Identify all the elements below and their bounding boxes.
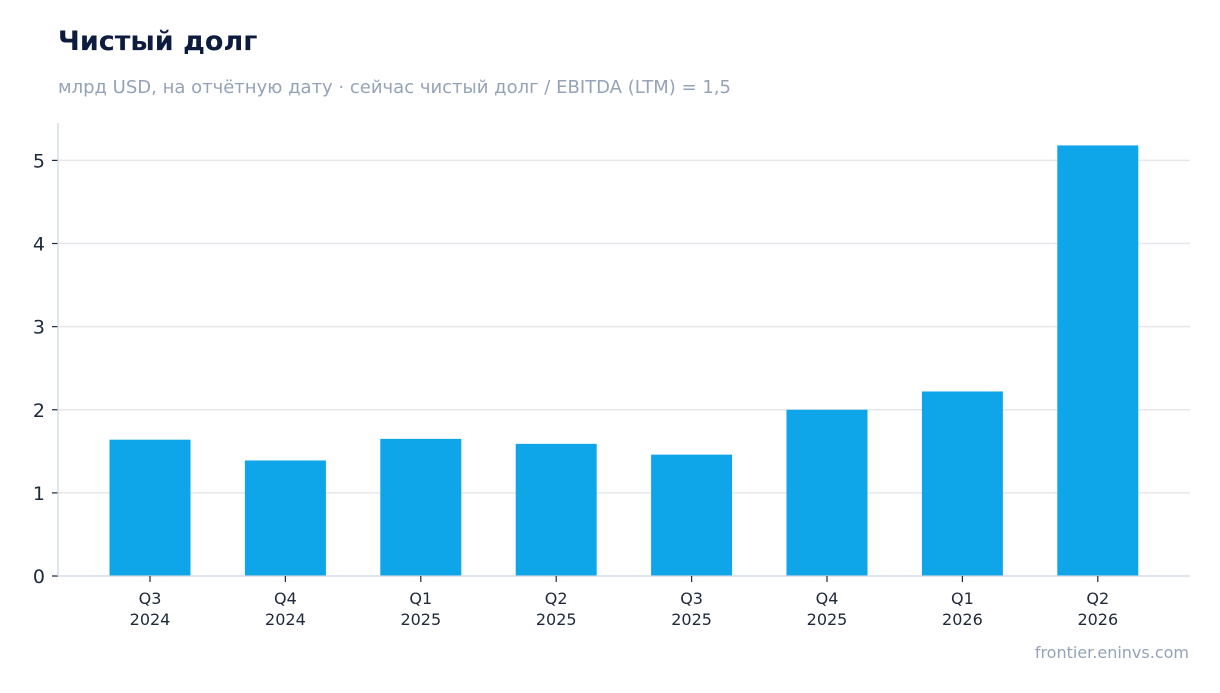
bar-Q4-2025 <box>786 409 868 576</box>
x-tick-label-quarter: Q3 <box>139 589 162 608</box>
gridlines <box>58 159 1190 494</box>
x-tick-label-year: 2025 <box>536 610 577 629</box>
x-tick-label-year: 2025 <box>400 610 441 629</box>
y-tick-label: 0 <box>33 566 45 588</box>
x-tick-label-quarter: Q3 <box>680 589 703 608</box>
x-tick-label-quarter: Q2 <box>545 589 568 608</box>
x-tick-label-year: 2025 <box>671 610 712 629</box>
y-tick-label: 3 <box>33 317 45 339</box>
x-tick-label-year: 2026 <box>942 610 983 629</box>
x-tick-label-year: 2025 <box>807 610 848 629</box>
bar-Q1-2025 <box>380 438 462 576</box>
y-tick-label: 5 <box>33 150 45 172</box>
y-tick-label: 2 <box>33 400 45 422</box>
chart-title: Чистый долг <box>58 26 258 57</box>
x-tick-label-year: 2026 <box>1077 610 1118 629</box>
source-footer: frontier.eninvs.com <box>1034 643 1189 662</box>
bars <box>109 145 1139 576</box>
bar-Q2-2025 <box>515 443 597 576</box>
x-tick-label-quarter: Q1 <box>409 589 432 608</box>
y-tick-label: 4 <box>33 234 45 256</box>
y-tick-label: 1 <box>33 483 45 505</box>
bar-Q4-2024 <box>244 460 326 576</box>
x-tick-label-year: 2024 <box>130 610 171 629</box>
x-tick-label-quarter: Q4 <box>274 589 297 608</box>
x-tick-label-quarter: Q1 <box>951 589 974 608</box>
bar-Q3-2025 <box>651 454 733 576</box>
x-tick-label-quarter: Q2 <box>1086 589 1109 608</box>
tick-labels: 0 1 2 3 4 5 Q3 2024 Q4 2024 Q1 2025 Q2 2025 Q3 2025 Q4 20… <box>33 150 1118 629</box>
bar-Q1-2026 <box>921 391 1003 576</box>
bar-Q3-2024 <box>109 439 191 576</box>
chart-subtitle: млрд USD, на отчётную дату · сейчас чист… <box>58 77 731 98</box>
x-tick-label-quarter: Q4 <box>816 589 839 608</box>
bar-Q2-2026 <box>1057 145 1139 576</box>
x-tick-label-year: 2024 <box>265 610 306 629</box>
axes <box>52 123 1190 582</box>
